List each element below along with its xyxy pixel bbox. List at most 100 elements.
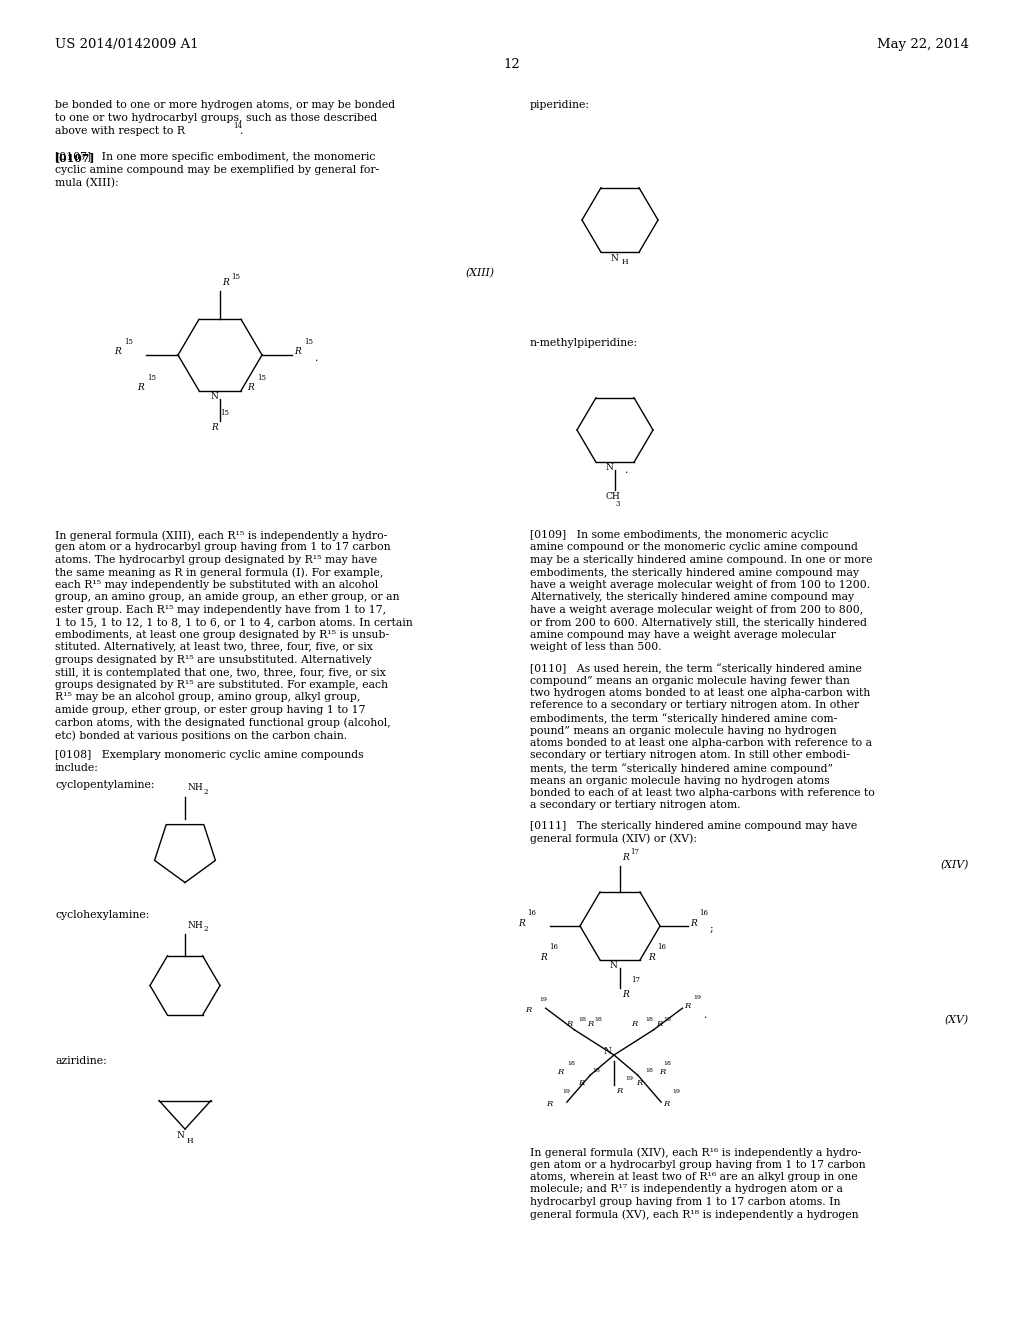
Text: above with respect to R: above with respect to R [55,125,185,136]
Text: 19: 19 [562,1089,569,1094]
Text: 18: 18 [594,1016,602,1022]
Text: reference to a secondary or tertiary nitrogen atom. In other: reference to a secondary or tertiary nit… [530,701,859,710]
Text: R: R [557,1068,563,1076]
Text: R: R [247,383,254,392]
Text: 15: 15 [124,338,133,346]
Text: still, it is contemplated that one, two, three, four, five, or six: still, it is contemplated that one, two,… [55,668,386,677]
Text: general formula (XV), each R¹⁸ is independently a hydrogen: general formula (XV), each R¹⁸ is indepe… [530,1209,859,1220]
Text: 17: 17 [631,975,640,983]
Text: to one or two hydrocarbyl groups, such as those described: to one or two hydrocarbyl groups, such a… [55,114,377,123]
Text: have a weight average molecular weight of from 200 to 800,: have a weight average molecular weight o… [530,605,863,615]
Text: R: R [566,1020,572,1028]
Text: N: N [210,392,218,401]
Text: (XIV): (XIV) [941,861,969,870]
Text: [0107]: [0107] [55,152,95,162]
Text: N: N [609,961,617,970]
Text: R: R [222,279,228,288]
Text: stituted. Alternatively, at least two, three, four, five, or six: stituted. Alternatively, at least two, t… [55,643,373,652]
Text: [0111]   The sterically hindered amine compound may have: [0111] The sterically hindered amine com… [530,821,857,832]
Text: be bonded to one or more hydrogen atoms, or may be bonded: be bonded to one or more hydrogen atoms,… [55,100,395,110]
Text: R: R [636,1080,642,1088]
Text: 16: 16 [657,942,666,950]
Text: secondary or tertiary nitrogen atom. In still other embodi-: secondary or tertiary nitrogen atom. In … [530,751,850,760]
Text: R: R [137,383,143,392]
Text: atoms bonded to at least one alpha-carbon with reference to a: atoms bonded to at least one alpha-carbo… [530,738,872,748]
Text: general formula (XIV) or (XV):: general formula (XIV) or (XV): [530,833,697,843]
Text: means an organic molecule having no hydrogen atoms: means an organic molecule having no hydr… [530,776,829,785]
Text: R: R [294,347,301,356]
Text: R: R [518,919,524,928]
Text: (XIII): (XIII) [465,268,494,279]
Text: N: N [610,255,618,263]
Text: N: N [176,1131,184,1140]
Text: 19: 19 [625,1076,633,1081]
Text: 12: 12 [504,58,520,71]
Text: NH: NH [188,784,204,792]
Text: cyclohexylamine:: cyclohexylamine: [55,911,150,920]
Text: bonded to each of at least two alpha-carbons with reference to: bonded to each of at least two alpha-car… [530,788,874,799]
Text: In general formula (XIV), each R¹⁶ is independently a hydro-: In general formula (XIV), each R¹⁶ is in… [530,1147,861,1158]
Text: Alternatively, the sterically hindered amine compound may: Alternatively, the sterically hindered a… [530,593,854,602]
Text: R: R [114,347,121,356]
Text: 18: 18 [645,1016,653,1022]
Text: 19: 19 [540,997,548,1002]
Text: N: N [605,463,613,473]
Text: (XV): (XV) [945,1015,969,1026]
Text: 14: 14 [233,121,242,129]
Text: amine compound may have a weight average molecular: amine compound may have a weight average… [530,630,836,640]
Text: .: . [240,125,244,136]
Text: ments, the term “sterically hindered amine compound”: ments, the term “sterically hindered ami… [530,763,833,774]
Text: group, an amino group, an amide group, an ether group, or an: group, an amino group, an amide group, a… [55,593,399,602]
Text: [0109]   In some embodiments, the monomeric acyclic: [0109] In some embodiments, the monomeri… [530,531,828,540]
Text: groups designated by R¹⁵ are unsubstituted. Alternatively: groups designated by R¹⁵ are unsubstitut… [55,655,372,665]
Text: cyclic amine compound may be exemplified by general for-: cyclic amine compound may be exemplified… [55,165,379,176]
Text: have a weight average molecular weight of from 100 to 1200.: have a weight average molecular weight o… [530,579,870,590]
Text: R: R [659,1068,666,1076]
Text: embodiments, at least one group designated by R¹⁵ is unsub-: embodiments, at least one group designat… [55,630,389,640]
Text: R: R [656,1020,663,1028]
Text: ;: ; [710,924,714,935]
Text: [0108]   Exemplary monomeric cyclic amine compounds: [0108] Exemplary monomeric cyclic amine … [55,751,364,760]
Text: atoms. The hydrocarbyl group designated by R¹⁵ may have: atoms. The hydrocarbyl group designated … [55,554,377,565]
Text: 16: 16 [549,942,558,950]
Text: each R¹⁵ may independently be substituted with an alcohol: each R¹⁵ may independently be substitute… [55,579,378,590]
Text: 3: 3 [616,500,621,508]
Text: 18: 18 [567,1061,574,1067]
Text: two hydrogen atoms bonded to at least one alpha-carbon with: two hydrogen atoms bonded to at least on… [530,688,870,698]
Text: 1 to 15, 1 to 12, 1 to 8, 1 to 6, or 1 to 4, carbon atoms. In certain: 1 to 15, 1 to 12, 1 to 8, 1 to 6, or 1 t… [55,618,413,627]
Text: amide group, ether group, or ester group having 1 to 17: amide group, ether group, or ester group… [55,705,366,715]
Text: R: R [211,422,218,432]
Text: embodiments, the term “sterically hindered amine com-: embodiments, the term “sterically hinder… [530,713,838,723]
Text: include:: include: [55,763,99,774]
Text: In general formula (XIII), each R¹⁵ is independently a hydro-: In general formula (XIII), each R¹⁵ is i… [55,531,387,541]
Text: R: R [525,1006,531,1014]
Text: 18: 18 [663,1061,671,1067]
Text: pound” means an organic molecule having no hydrogen: pound” means an organic molecule having … [530,726,837,735]
Text: piperidine:: piperidine: [530,100,590,110]
Text: 16: 16 [699,909,708,917]
Text: ester group. Each R¹⁵ may independently have from 1 to 17,: ester group. Each R¹⁵ may independently … [55,605,386,615]
Text: 15: 15 [257,374,266,381]
Text: .: . [315,352,318,363]
Text: 2: 2 [203,788,208,796]
Text: R: R [648,953,654,961]
Text: 15: 15 [304,338,313,346]
Text: 15: 15 [220,409,229,417]
Text: CH: CH [605,492,620,502]
Text: R: R [684,1002,690,1010]
Text: 18: 18 [646,1068,653,1073]
Text: 15: 15 [147,374,156,381]
Text: groups designated by R¹⁵ are substituted. For example, each: groups designated by R¹⁵ are substituted… [55,680,388,690]
Text: R: R [622,990,629,999]
Text: .: . [625,465,629,475]
Text: the same meaning as R in general formula (I). For example,: the same meaning as R in general formula… [55,568,383,578]
Text: amine compound or the monomeric cyclic amine compound: amine compound or the monomeric cyclic a… [530,543,858,553]
Text: weight of less than 500.: weight of less than 500. [530,643,662,652]
Text: R¹⁵ may be an alcohol group, amino group, alkyl group,: R¹⁵ may be an alcohol group, amino group… [55,693,360,702]
Text: 18: 18 [664,1016,672,1022]
Text: carbon atoms, with the designated functional group (alcohol,: carbon atoms, with the designated functi… [55,718,391,729]
Text: etc) bonded at various positions on the carbon chain.: etc) bonded at various positions on the … [55,730,347,741]
Text: [0110]   As used herein, the term “sterically hindered amine: [0110] As used herein, the term “sterica… [530,663,862,673]
Text: n-methylpiperidine:: n-methylpiperidine: [530,338,638,348]
Text: R: R [547,1100,553,1109]
